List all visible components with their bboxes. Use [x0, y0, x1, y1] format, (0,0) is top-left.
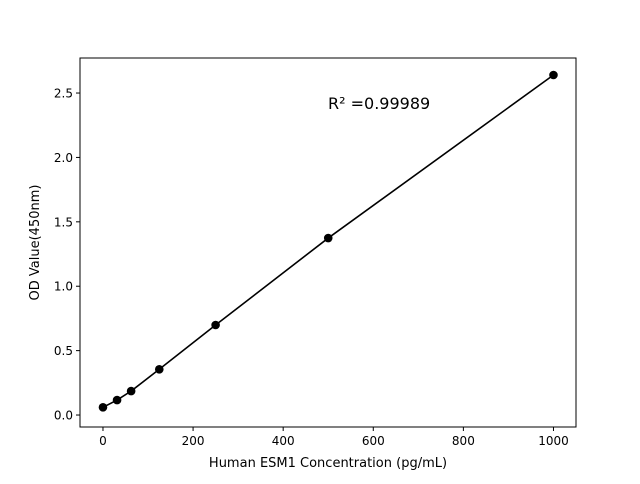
y-tick-label: 2.0 — [54, 151, 73, 165]
y-tick-label: 1.0 — [54, 280, 73, 294]
data-point — [126, 386, 136, 396]
x-tick-label: 400 — [272, 434, 295, 448]
x-tick-label: 200 — [182, 434, 205, 448]
r-squared-annotation: R² =0.99989 — [328, 94, 430, 113]
y-axis-label: OD Value(450nm) — [28, 185, 43, 301]
x-axis-label: Human ESM1 Concentration (pg/mL) — [209, 456, 447, 471]
y-tick-label: 0.0 — [54, 409, 73, 423]
x-tick-label: 800 — [452, 434, 475, 448]
data-point — [211, 320, 220, 330]
y-axis: 0.0 0.5 1.0 1.5 2.0 2.5 — [54, 87, 80, 423]
data-point — [323, 233, 333, 243]
x-tick-label: 600 — [362, 434, 385, 448]
data-point — [549, 70, 558, 80]
y-tick-label: 1.5 — [54, 215, 73, 229]
series — [98, 70, 558, 412]
y-tick-label: 0.5 — [54, 344, 73, 358]
x-axis: 0 200 400 600 800 1000 — [99, 427, 569, 448]
data-point — [112, 395, 122, 405]
x-tick-label: 1000 — [538, 434, 569, 448]
data-point — [98, 402, 108, 412]
data-point — [154, 364, 164, 374]
x-tick-label: 0 — [99, 434, 107, 448]
y-tick-label: 2.5 — [54, 87, 73, 101]
